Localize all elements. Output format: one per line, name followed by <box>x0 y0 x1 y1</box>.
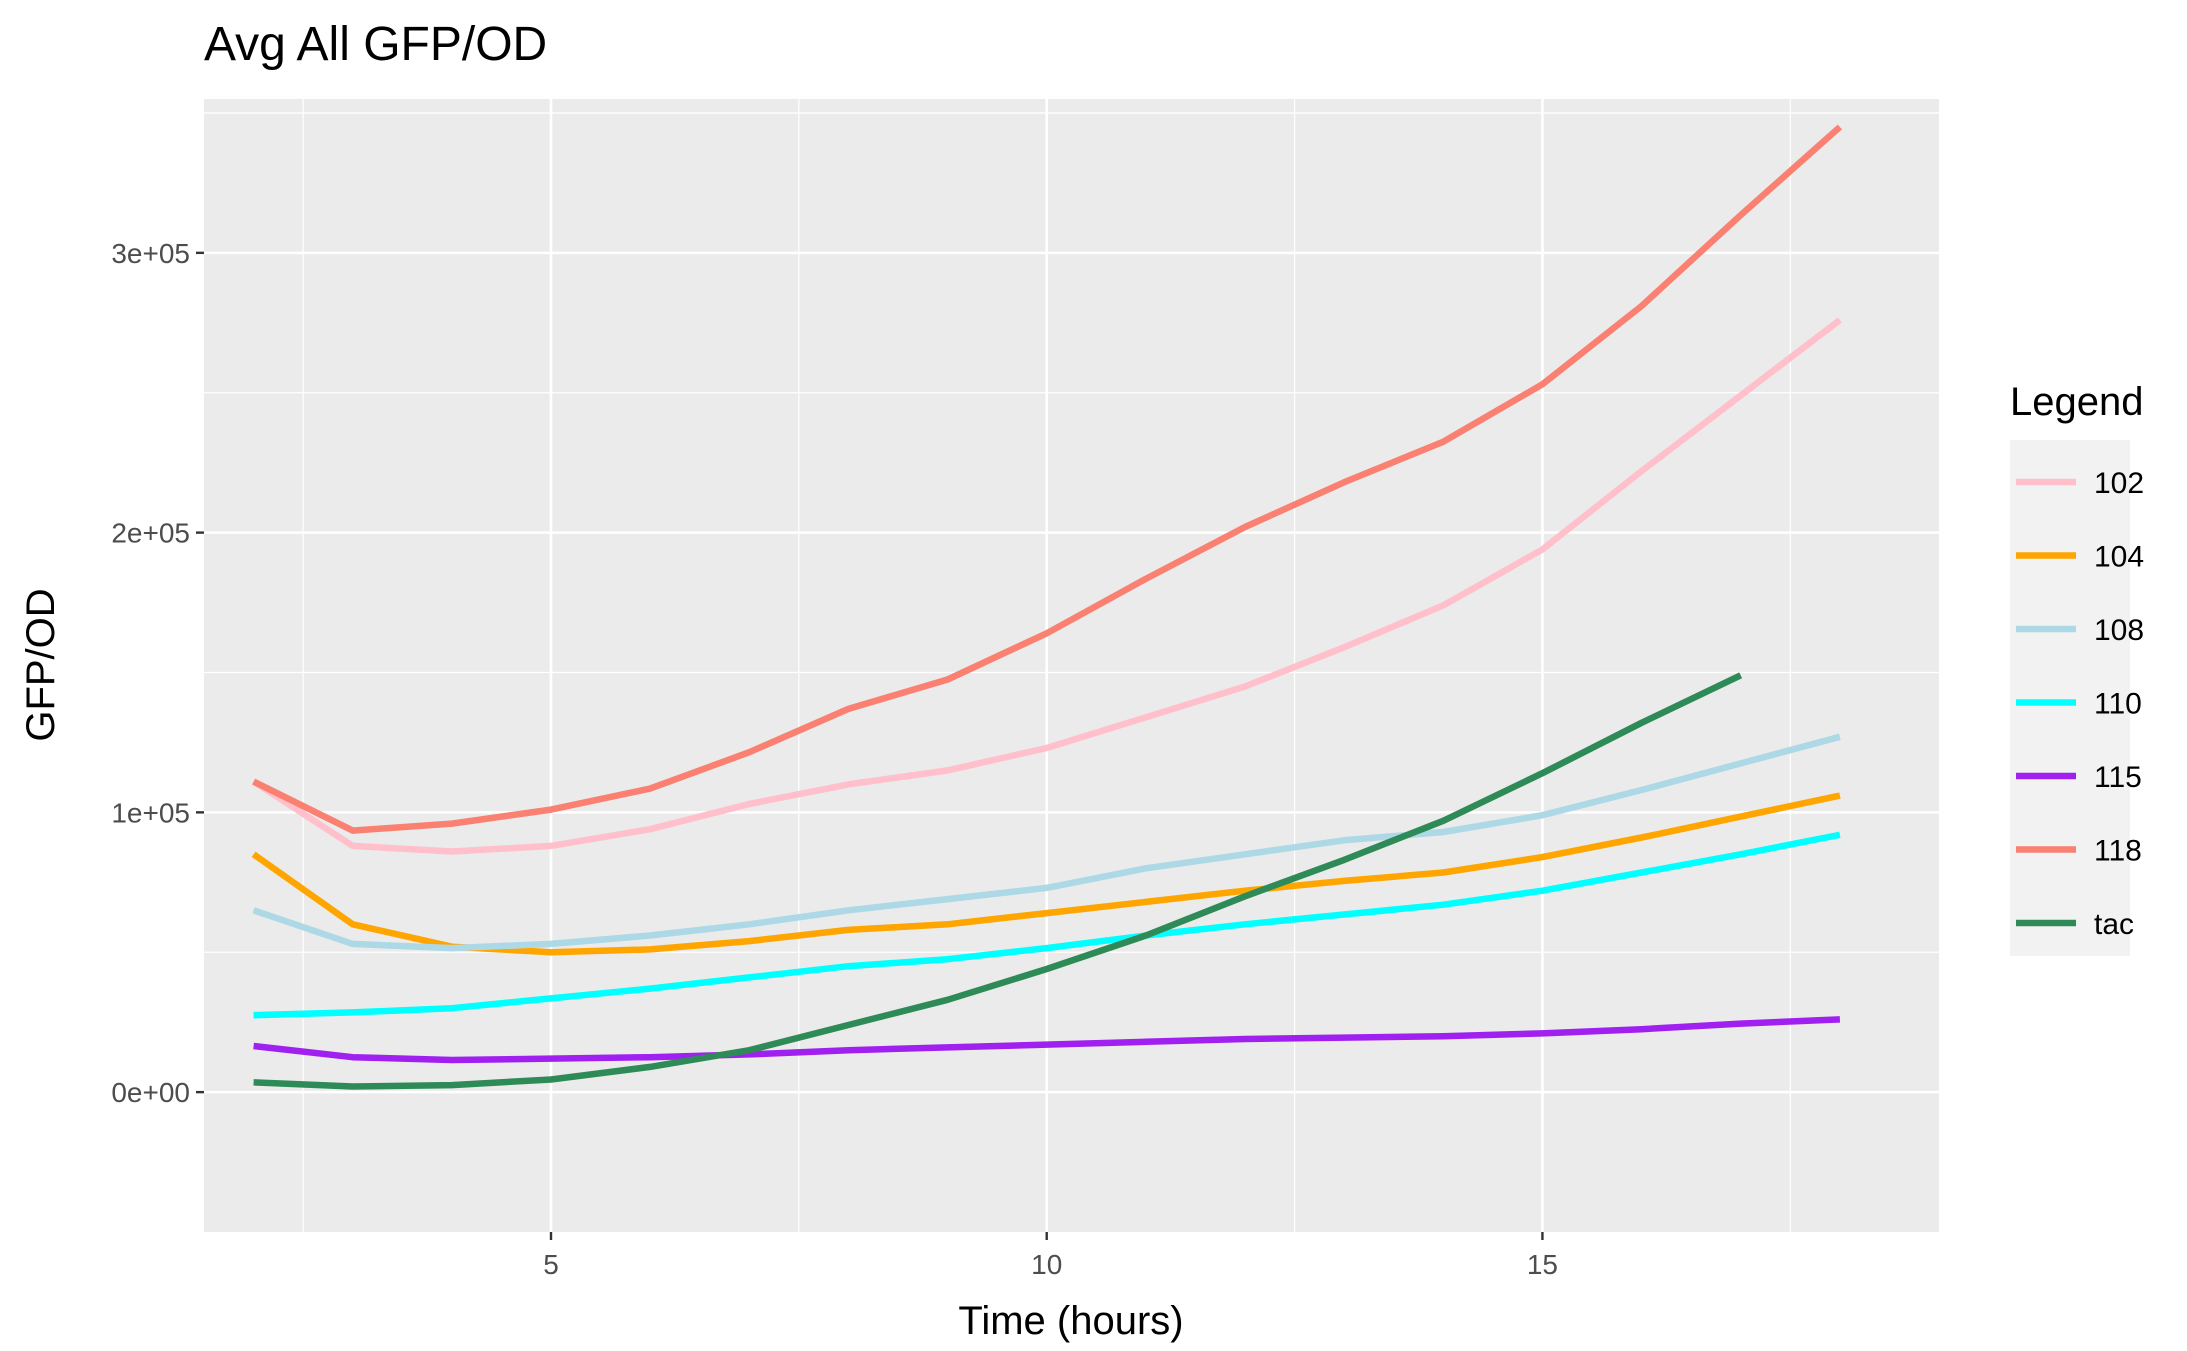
legend-label-110: 110 <box>2094 688 2142 721</box>
series-line-118 <box>252 124 1843 834</box>
legend-items: 102 104 108 110 115 118 tac <box>2016 467 2144 941</box>
y-tick-label: 2e+05 <box>111 518 190 549</box>
legend-label-115: 115 <box>2094 761 2142 794</box>
series-line-108 <box>252 733 1841 952</box>
chart-title: Avg All GFP/OD <box>204 18 547 71</box>
series-line-tac <box>253 672 1743 1090</box>
y-tick-label: 3e+05 <box>111 238 190 269</box>
y-axis-title: GFP/OD <box>19 588 63 741</box>
series-line-104 <box>251 792 1841 956</box>
y-tick-label: 1e+05 <box>111 797 190 828</box>
y-axis: 0e+00 1e+05 2e+05 3e+05 <box>111 238 204 1108</box>
legend-label-tac: tac <box>2094 908 2134 941</box>
legend-label-108: 108 <box>2094 614 2144 647</box>
legend-label-104: 104 <box>2094 541 2144 574</box>
x-axis: 5 10 15 <box>543 1232 1558 1280</box>
series-line-115 <box>253 1016 1841 1064</box>
series-line-110 <box>253 831 1841 1019</box>
x-tick-label: 10 <box>1031 1249 1062 1280</box>
legend-label-102: 102 <box>2094 467 2144 500</box>
y-tick-label: 0e+00 <box>111 1077 190 1108</box>
legend-label-118: 118 <box>2094 835 2142 868</box>
x-tick-label: 15 <box>1527 1249 1558 1280</box>
legend-background <box>2010 440 2130 956</box>
series-layer <box>251 124 1843 1090</box>
legend: Legend 102 104 108 110 115 118 tac <box>2010 380 2144 956</box>
legend-title: Legend <box>2010 380 2143 424</box>
series-line-102 <box>251 317 1842 855</box>
x-axis-title: Time (hours) <box>958 1299 1183 1343</box>
x-tick-label: 5 <box>543 1249 559 1280</box>
